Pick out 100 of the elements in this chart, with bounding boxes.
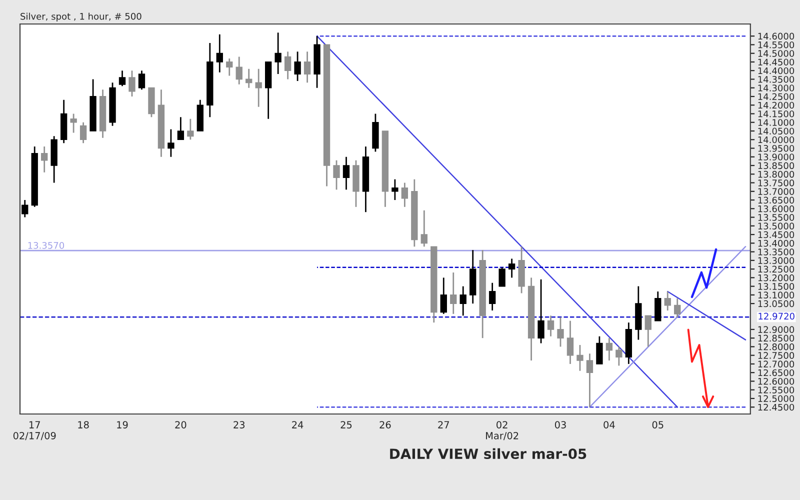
y-tick-label: 14.4000: [758, 67, 794, 74]
candlestick: [450, 272, 457, 315]
y-tick-label: 13.5500: [758, 214, 794, 221]
candlestick: [420, 210, 428, 248]
y-tick-label: 13.7500: [758, 179, 794, 186]
candlestick: [333, 160, 340, 190]
candlestick: [22, 199, 28, 218]
y-tick-label: 13.3000: [758, 257, 794, 264]
candlestick: [284, 50, 292, 80]
candlestick: [401, 182, 408, 208]
y-tick-label: 14.0000: [758, 136, 794, 144]
y-tick-label: 13.3500: [758, 248, 794, 256]
candlestick: [566, 320, 574, 365]
y-tick-label: 12.6000: [758, 378, 794, 385]
chart-title: Silver, spot , 1 hour, # 500: [20, 12, 142, 22]
y-tick-label: 12.9000: [758, 326, 794, 333]
y-tick-label: 13.5000: [758, 222, 794, 230]
x-tick-label: 19: [117, 421, 128, 428]
y-tick-label: 13.7000: [758, 188, 794, 195]
x-tick-label: 20: [175, 421, 186, 428]
candlestick: [547, 314, 554, 338]
candlestick: [70, 113, 77, 134]
y-tick-label: 14.2000: [758, 102, 794, 109]
candlestick: [606, 337, 613, 362]
x-tick-label: 17 02/17/09: [13, 421, 56, 440]
x-tick-label: 27: [438, 421, 449, 428]
y-tick-label: 12.5500: [758, 386, 794, 394]
y-tick-label: 12.8500: [758, 334, 794, 342]
y-tick-label: 14.5000: [758, 50, 794, 57]
candlestick: [654, 290, 662, 322]
candlestick: [294, 50, 301, 82]
x-tick-label: 26: [380, 421, 391, 428]
candlestick: [674, 298, 681, 318]
x-tick-label: 04: [604, 421, 615, 428]
candlestick: [616, 346, 622, 366]
text: DAILY VIEW silver mar-05: [390, 448, 586, 460]
candlestick: [168, 128, 174, 158]
candlestick: [538, 278, 544, 344]
y-tick-label: 12.4500: [758, 404, 794, 411]
candlestick: [177, 116, 184, 140]
candlestick: [586, 352, 594, 408]
x-tick-label: 18: [78, 421, 89, 428]
candlestick: [226, 58, 233, 76]
y-tick-label: 12.6500: [758, 369, 794, 376]
y-tick-label: 13.2000: [758, 274, 794, 282]
x-tick-label: 24: [292, 421, 304, 428]
y-tick-label: 14.3000: [758, 84, 794, 92]
x-tick-label: 25: [340, 421, 352, 428]
candlestick: [664, 290, 671, 312]
candlestick: [557, 316, 564, 348]
ref-line-label: 12.9720: [758, 312, 794, 320]
y-tick-label: 14.2500: [758, 93, 794, 100]
y-tick-label: 13.8500: [758, 162, 794, 170]
y-tick-label: 13.6000: [758, 205, 794, 212]
candlestick: [255, 68, 262, 108]
candlestick: [460, 286, 466, 316]
x-tick-label: 02 Mar/02: [486, 421, 518, 440]
candlestick: [392, 178, 398, 201]
y-tick-label: 12.7000: [758, 360, 794, 368]
y-tick-label: 13.1500: [758, 283, 794, 290]
candlestick: [644, 314, 652, 348]
y-tick-label: 14.1000: [758, 119, 794, 126]
x-tick-label: 23: [234, 421, 245, 428]
y-tick-label: 13.9500: [758, 144, 794, 152]
candlestick: [41, 146, 48, 174]
y-tick-label: 12.7500: [758, 352, 794, 359]
x-tick-label: 03: [554, 421, 566, 428]
y-tick-label: 14.1500: [758, 110, 794, 118]
x-tick-label: 05: [652, 421, 664, 428]
candlestick: [576, 344, 584, 372]
y-tick-label: 14.5500: [758, 41, 794, 48]
candlestick: [216, 34, 223, 74]
candlestick: [596, 336, 603, 365]
y-tick-label: 13.9000: [758, 154, 794, 160]
y-tick-label: 14.4500: [758, 58, 794, 66]
y-tick-label: 13.0500: [758, 300, 794, 308]
y-tick-label: 13.1000: [758, 292, 794, 298]
y-tick-label: 13.4500: [758, 231, 794, 238]
y-tick-label: 13.2500: [758, 266, 794, 273]
y-tick-label: 14.3500: [758, 76, 794, 83]
candlestick: [508, 258, 516, 278]
candlestick: [488, 282, 496, 312]
y-tick-label: 13.4000: [758, 240, 794, 247]
candlestick: [246, 68, 252, 89]
candlestick: [138, 70, 146, 90]
candlestick: [274, 32, 282, 75]
y-tick-label: 12.5000: [758, 395, 794, 402]
candlestick: [80, 122, 87, 144]
candlestick: [128, 70, 136, 98]
candlestick: [304, 50, 311, 84]
candlestick: [236, 56, 242, 86]
y-tick-label: 14.6000: [758, 32, 794, 40]
candlestick: [118, 70, 126, 87]
y-tick-label: 14.0500: [758, 128, 794, 135]
y-tick-label: 13.6500: [758, 196, 794, 204]
candlestick: [498, 266, 506, 287]
candlestick: [342, 156, 350, 190]
y-tick-label: 12.8000: [758, 343, 794, 350]
y-tick-label: 13.8000: [758, 170, 794, 178]
candlestick: [440, 276, 447, 315]
